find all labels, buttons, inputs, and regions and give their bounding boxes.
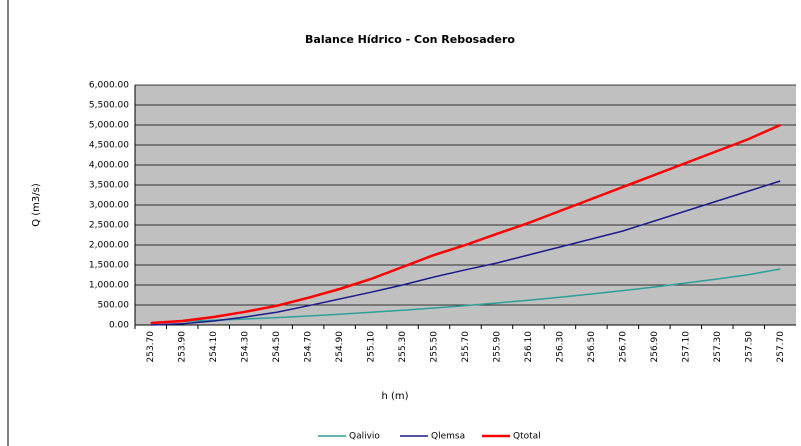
x-tick-label: 254.10 <box>209 331 219 363</box>
x-tick-label: 254.70 <box>304 331 314 363</box>
chart-title: Balance Hídrico - Con Rebosadero <box>305 33 515 46</box>
x-tick-label: 255.10 <box>367 331 377 363</box>
x-tick-label: 253.70 <box>146 331 156 363</box>
x-tick-label: 257.30 <box>713 331 723 363</box>
x-tick-label: 256.70 <box>618 331 628 363</box>
legend-label: Qalivio <box>349 432 380 442</box>
series-line <box>150 180 781 326</box>
y-tick-label: 0.00 <box>109 321 129 331</box>
y-tick-label: 4,500.00 <box>89 141 129 151</box>
x-tick-label: 255.70 <box>461 331 471 363</box>
x-tick-label: 256.90 <box>650 331 660 363</box>
x-tick-label: 253.90 <box>178 331 188 363</box>
x-tick-label: 256.30 <box>555 331 565 363</box>
x-tick-label: 257.50 <box>744 331 754 363</box>
x-tick-label: 254.50 <box>272 331 282 363</box>
legend-label: Qtotal <box>513 432 541 442</box>
y-tick-label: 4,000.00 <box>89 161 129 171</box>
x-tick-label: 254.90 <box>335 331 345 363</box>
x-tick-label: 257.10 <box>681 331 691 363</box>
x-tick-label: 255.50 <box>430 331 440 363</box>
x-tick-label: 256.10 <box>524 331 534 363</box>
x-tick-label: 254.30 <box>241 331 251 363</box>
y-tick-label: 1,500.00 <box>89 261 129 271</box>
x-tick-label: 257.70 <box>776 331 786 363</box>
series-line <box>150 123 781 325</box>
legend-label: Qlemsa <box>431 432 465 442</box>
y-tick-label: 3,000.00 <box>89 201 129 211</box>
y-tick-label: 5,000.00 <box>89 121 129 131</box>
x-tick-label: 255.90 <box>492 331 502 363</box>
y-tick-label: 500.00 <box>98 301 130 311</box>
y-tick-label: 2,500.00 <box>89 221 129 231</box>
series-line <box>150 268 781 324</box>
y-tick-label: 1,000.00 <box>89 281 129 291</box>
y-tick-label: 6,000.00 <box>89 81 129 91</box>
y-tick-label: 2,000.00 <box>89 241 129 251</box>
y-axis-title: Q (m3/s) <box>31 183 42 227</box>
x-tick-label: 256.50 <box>587 331 597 363</box>
x-tick-label: 255.30 <box>398 331 408 363</box>
x-axis-title: h (m) <box>381 391 408 402</box>
y-tick-label: 5,500.00 <box>89 101 129 111</box>
y-tick-label: 3,500.00 <box>89 181 129 191</box>
